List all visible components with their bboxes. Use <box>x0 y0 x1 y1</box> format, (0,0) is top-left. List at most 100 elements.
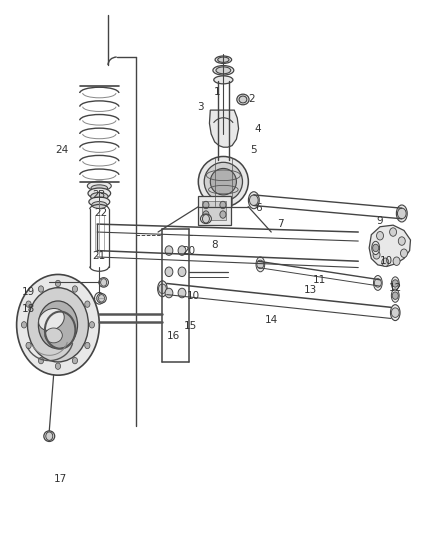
Circle shape <box>26 301 31 308</box>
Circle shape <box>72 286 78 292</box>
Text: 15: 15 <box>184 321 198 331</box>
Text: 2: 2 <box>248 94 255 104</box>
FancyBboxPatch shape <box>198 196 231 225</box>
Ellipse shape <box>210 168 237 195</box>
Ellipse shape <box>87 181 111 191</box>
Text: 10: 10 <box>186 290 199 301</box>
Circle shape <box>39 301 78 349</box>
Polygon shape <box>209 110 239 147</box>
Text: 11: 11 <box>312 274 326 285</box>
Ellipse shape <box>158 281 167 297</box>
Circle shape <box>250 195 258 206</box>
Circle shape <box>203 201 209 209</box>
Ellipse shape <box>97 294 106 303</box>
Circle shape <box>373 251 380 259</box>
Circle shape <box>257 260 264 269</box>
Circle shape <box>178 246 186 255</box>
Ellipse shape <box>198 157 248 207</box>
Text: 23: 23 <box>93 190 106 200</box>
Ellipse shape <box>391 305 400 320</box>
Ellipse shape <box>88 188 111 199</box>
Polygon shape <box>369 225 410 266</box>
Ellipse shape <box>216 67 231 74</box>
Text: 24: 24 <box>55 145 68 155</box>
Text: 20: 20 <box>182 246 195 256</box>
Text: 9: 9 <box>377 216 383 227</box>
Text: 4: 4 <box>255 124 261 134</box>
Circle shape <box>17 274 99 375</box>
Circle shape <box>393 257 400 265</box>
Circle shape <box>220 201 226 209</box>
Ellipse shape <box>39 309 64 330</box>
Circle shape <box>165 246 173 255</box>
Circle shape <box>101 279 107 286</box>
Ellipse shape <box>201 214 212 223</box>
Text: 22: 22 <box>94 208 107 219</box>
Circle shape <box>178 267 186 277</box>
Circle shape <box>392 292 398 300</box>
Circle shape <box>392 280 398 287</box>
Circle shape <box>85 342 90 349</box>
Text: 1: 1 <box>213 86 220 96</box>
Ellipse shape <box>391 277 399 290</box>
Text: 5: 5 <box>251 145 257 155</box>
Circle shape <box>165 267 173 277</box>
Circle shape <box>397 208 406 219</box>
Text: 16: 16 <box>167 332 180 342</box>
Text: 21: 21 <box>93 251 106 261</box>
Circle shape <box>398 237 405 245</box>
Circle shape <box>382 258 389 266</box>
Circle shape <box>21 321 27 328</box>
Ellipse shape <box>256 257 265 272</box>
Text: 17: 17 <box>53 474 67 483</box>
Circle shape <box>391 308 399 317</box>
Ellipse shape <box>214 76 233 84</box>
Ellipse shape <box>248 192 259 209</box>
Text: 14: 14 <box>265 314 278 325</box>
Text: 18: 18 <box>22 304 35 314</box>
Circle shape <box>85 301 90 308</box>
Circle shape <box>373 244 379 252</box>
Ellipse shape <box>91 185 108 191</box>
Text: 10: 10 <box>380 256 393 266</box>
FancyBboxPatch shape <box>202 201 226 220</box>
Text: 12: 12 <box>389 282 402 293</box>
Ellipse shape <box>215 56 232 63</box>
Circle shape <box>220 211 226 218</box>
Circle shape <box>390 228 396 236</box>
Circle shape <box>46 432 53 440</box>
Circle shape <box>28 288 88 362</box>
Circle shape <box>55 280 60 287</box>
Circle shape <box>99 295 105 302</box>
Circle shape <box>203 211 209 218</box>
Text: 8: 8 <box>212 240 218 251</box>
Ellipse shape <box>237 94 249 105</box>
Circle shape <box>165 288 173 298</box>
Ellipse shape <box>374 276 382 290</box>
Ellipse shape <box>372 241 380 255</box>
Ellipse shape <box>89 197 110 207</box>
Ellipse shape <box>396 205 407 222</box>
Ellipse shape <box>391 289 399 302</box>
Ellipse shape <box>204 163 243 201</box>
Ellipse shape <box>45 328 62 343</box>
Circle shape <box>39 286 44 292</box>
Ellipse shape <box>91 192 108 200</box>
Text: 19: 19 <box>22 287 35 297</box>
Circle shape <box>39 358 44 364</box>
Text: 3: 3 <box>198 102 204 112</box>
Ellipse shape <box>99 278 109 287</box>
Circle shape <box>377 231 384 240</box>
Circle shape <box>178 288 186 298</box>
Text: 6: 6 <box>255 203 261 213</box>
Circle shape <box>202 215 209 223</box>
Ellipse shape <box>218 57 229 62</box>
Ellipse shape <box>213 66 234 75</box>
Circle shape <box>89 321 95 328</box>
Circle shape <box>55 363 60 369</box>
Text: 13: 13 <box>304 285 317 295</box>
Circle shape <box>72 358 78 364</box>
Circle shape <box>26 342 31 349</box>
Ellipse shape <box>92 201 107 208</box>
Circle shape <box>374 279 381 287</box>
